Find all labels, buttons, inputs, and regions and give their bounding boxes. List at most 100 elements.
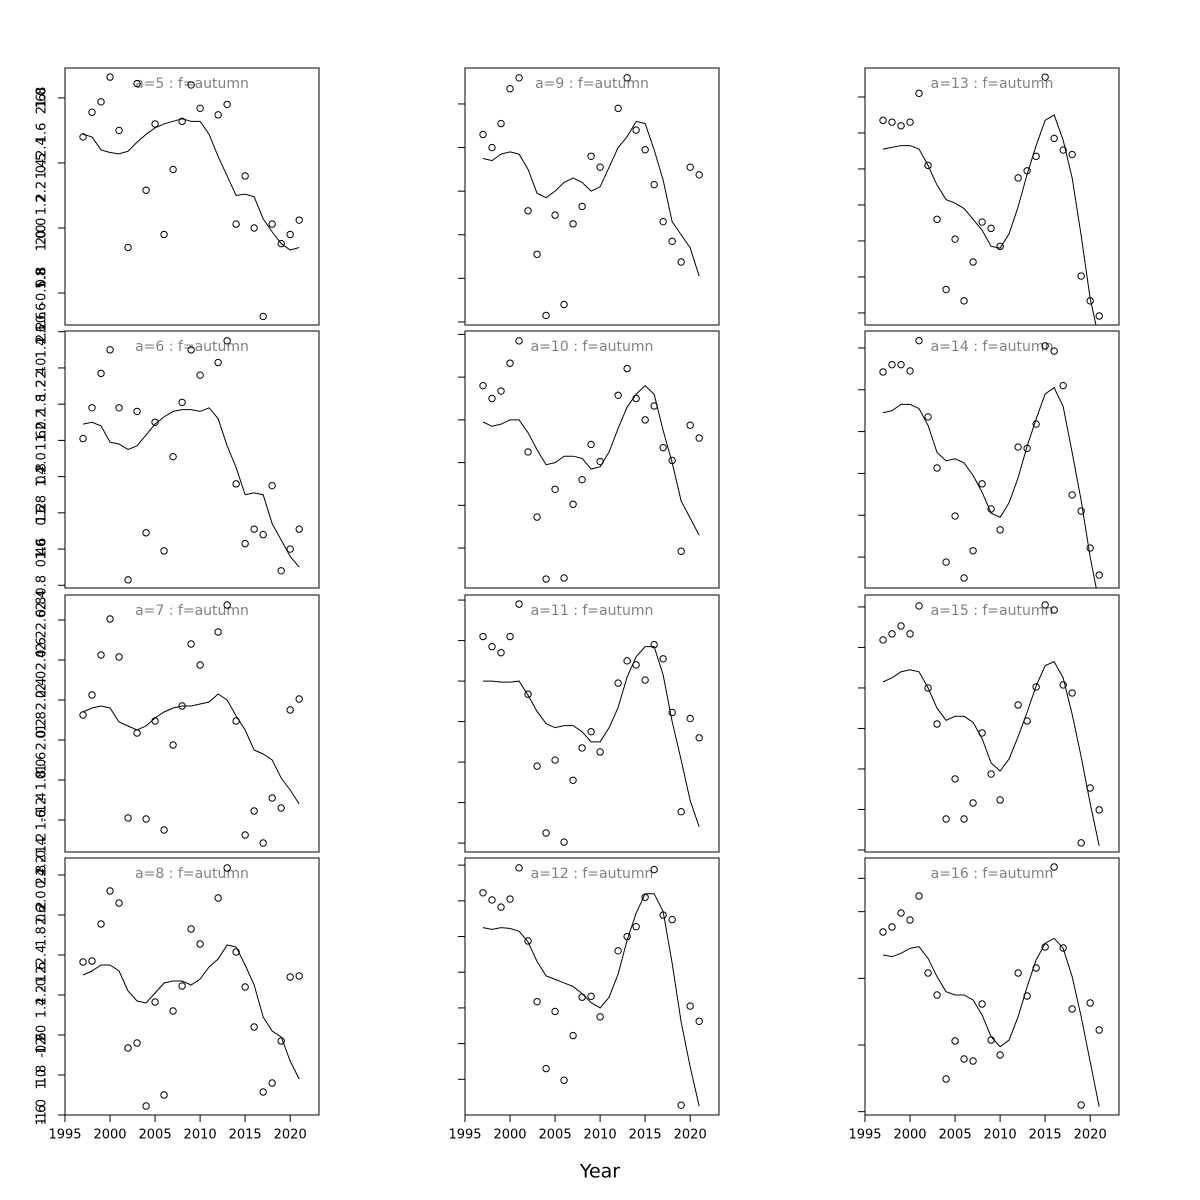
data-point <box>515 864 523 872</box>
data-point <box>686 421 694 429</box>
data-point <box>151 120 159 128</box>
data-point <box>632 126 640 134</box>
data-point <box>659 443 667 452</box>
y-tick-label: 1.8 <box>35 268 50 289</box>
data-point <box>879 928 887 936</box>
panel-title: a=13 : f=autumn <box>931 76 1054 92</box>
y-tick-label: 2.0 <box>35 452 50 473</box>
data-point <box>587 992 595 1001</box>
data-point <box>196 661 204 669</box>
data-point <box>223 601 231 609</box>
y-tick-label: 1.8 <box>35 1065 50 1086</box>
data-point <box>506 895 514 903</box>
data-point <box>1059 681 1067 689</box>
data-point <box>1077 1101 1085 1109</box>
x-axis-label: Year <box>579 1161 620 1183</box>
smooth-line <box>882 937 1100 1107</box>
data-point <box>106 73 114 81</box>
data-point <box>506 632 514 641</box>
data-point <box>1014 969 1022 977</box>
data-point <box>115 404 123 412</box>
smooth-line <box>882 114 1097 325</box>
data-point <box>241 172 249 180</box>
data-point <box>124 243 132 252</box>
smooth-line <box>483 646 700 828</box>
panel-title: a=16 : f=autumn <box>931 866 1054 882</box>
data-point <box>933 991 941 999</box>
data-point <box>515 74 523 82</box>
data-point <box>951 775 959 783</box>
data-point <box>933 464 941 472</box>
data-point <box>596 163 604 171</box>
data-point <box>124 1044 132 1052</box>
data-point <box>942 1075 950 1083</box>
data-point <box>277 239 285 248</box>
data-point <box>214 358 222 367</box>
x-tick-label: 2015 <box>629 1128 662 1143</box>
x-tick-label: 2000 <box>93 1128 126 1143</box>
data-point <box>259 530 267 539</box>
data-point <box>79 958 87 966</box>
data-point <box>115 126 123 135</box>
data-point <box>223 337 231 345</box>
data-point <box>524 690 532 698</box>
data-point <box>560 300 568 309</box>
y-tick-label: -0.4 <box>35 837 50 862</box>
panel: a=10 : f=autumn 1.6 1.8 2.0 2.2 2.4 2.6 <box>35 324 720 589</box>
data-point <box>214 111 222 119</box>
data-point <box>115 899 123 907</box>
data-point <box>668 915 676 924</box>
data-point <box>479 889 487 897</box>
y-tick-label: 2.8 <box>35 865 50 886</box>
data-point <box>960 815 968 823</box>
data-point <box>241 983 249 991</box>
data-point <box>569 500 577 508</box>
data-point <box>1095 571 1103 579</box>
plot-frame <box>864 857 1120 1116</box>
data-point <box>488 394 496 403</box>
data-point <box>97 920 105 928</box>
data-point <box>488 143 496 152</box>
y-tick-label: 2.2 <box>35 630 50 651</box>
data-point <box>196 371 204 379</box>
data-point <box>524 937 532 945</box>
data-point <box>587 728 595 736</box>
data-point <box>160 1091 168 1099</box>
y-tick-label: 2.2 <box>35 181 50 202</box>
data-point <box>915 602 923 610</box>
data-point <box>524 207 532 215</box>
y-tick-label: 1.4 <box>35 998 50 1019</box>
data-point <box>924 161 932 170</box>
data-point <box>677 807 685 816</box>
data-point <box>506 359 514 367</box>
data-point <box>97 651 105 659</box>
data-point <box>668 708 676 717</box>
data-point <box>160 230 168 239</box>
data-point <box>295 695 303 703</box>
data-point <box>551 485 559 494</box>
y-tick-label: 2.4 <box>35 945 50 966</box>
data-point <box>641 146 649 154</box>
data-point <box>695 1017 703 1026</box>
y-tick-label: 2.4 <box>35 590 50 611</box>
data-point <box>614 104 622 113</box>
data-point <box>933 720 941 728</box>
y-tick-label: 0.2 <box>35 718 50 739</box>
y-tick-label: -0.2 <box>35 966 50 991</box>
y-tick-label: 1.2 <box>35 833 50 854</box>
data-point <box>115 653 123 661</box>
data-point <box>933 215 941 224</box>
data-point <box>695 171 703 179</box>
y-tick-label: 1.8 <box>35 394 50 415</box>
data-point <box>623 364 631 373</box>
data-point <box>533 513 541 521</box>
y-tick-label: 2.4 <box>35 650 50 671</box>
data-point <box>295 216 303 224</box>
data-point <box>960 297 968 305</box>
data-point <box>286 973 294 981</box>
data-point <box>596 748 604 756</box>
data-point <box>551 211 559 219</box>
data-point <box>888 118 896 126</box>
plot-frame <box>464 330 720 589</box>
